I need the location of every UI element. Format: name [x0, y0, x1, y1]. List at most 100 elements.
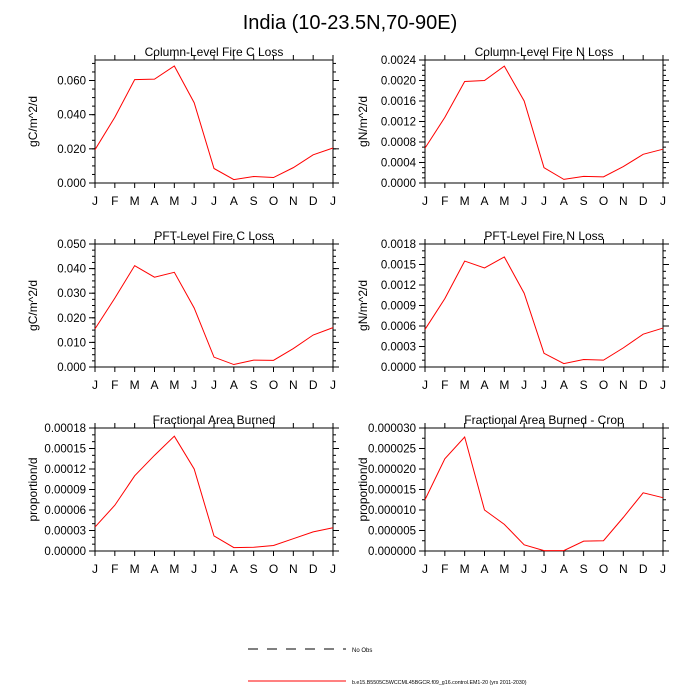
x-tick-label: A: [480, 378, 488, 392]
x-tick-label: M: [130, 562, 140, 576]
x-tick-label: O: [599, 378, 608, 392]
x-tick-label: A: [560, 378, 568, 392]
x-tick-label: J: [521, 378, 527, 392]
x-tick-label: D: [639, 194, 648, 208]
y-axis-label: gC/m^2/d: [26, 280, 40, 331]
x-tick-label: N: [289, 562, 298, 576]
x-tick-label: J: [422, 194, 428, 208]
chart-panel-1: Column-Level Fire C Loss gC/m^2/d 0.000 0.0…: [26, 45, 339, 208]
x-tick-label: O: [599, 194, 608, 208]
y-tick-label: 0.060: [57, 76, 86, 88]
x-tick-label: S: [580, 194, 588, 208]
x-tick-label: D: [309, 562, 318, 576]
y-tick-label: 0.0015: [381, 260, 416, 272]
x-tick-label: A: [560, 194, 568, 208]
y-tick-label: 0.040: [57, 110, 86, 122]
x-tick-label: J: [521, 562, 527, 576]
y-tick-label: 0.0024: [381, 55, 417, 67]
y-tick-label: 0.0000: [381, 178, 416, 190]
y-tick-label: 0.0003: [381, 342, 416, 354]
x-tick-label: A: [480, 562, 488, 576]
chart-title: Column-Level Fire N Loss: [475, 45, 614, 59]
y-tick-label: 0.000: [57, 178, 86, 190]
x-tick-label: J: [92, 378, 98, 392]
x-tick-label: A: [150, 378, 158, 392]
plot-frame: [94, 427, 334, 552]
x-tick-label: J: [191, 194, 197, 208]
x-tick-label: F: [441, 194, 448, 208]
y-tick-label: 0.00003: [44, 526, 86, 538]
x-tick-label: M: [130, 378, 140, 392]
x-tick-label: J: [330, 378, 336, 392]
x-tick-label: J: [330, 562, 336, 576]
chart-panel-5: Fractional Area Burned proportion/d 0.0000…: [26, 413, 339, 576]
y-tick-label: 0.00009: [44, 485, 86, 497]
x-tick-label: A: [230, 562, 238, 576]
y-tick-label: 0.000025: [368, 444, 416, 456]
y-tick-label: 0.0000: [381, 362, 416, 374]
y-axis-label: proportion/d: [356, 457, 370, 521]
y-tick-label: 0.000030: [368, 423, 416, 435]
x-tick-label: A: [230, 378, 238, 392]
x-tick-label: O: [269, 194, 278, 208]
x-tick-label: S: [580, 378, 588, 392]
plot-frame: [94, 243, 334, 368]
x-tick-label: J: [660, 194, 666, 208]
y-tick-label: 0.00015: [44, 444, 86, 456]
y-tick-label: 0.0016: [381, 96, 416, 108]
x-tick-label: A: [230, 194, 238, 208]
y-tick-label: 0.00006: [44, 505, 86, 517]
y-tick-label: 0.00000: [44, 546, 86, 558]
x-tick-label: A: [480, 194, 488, 208]
y-tick-label: 0.010: [57, 337, 86, 349]
y-tick-label: 0.020: [57, 313, 86, 325]
x-tick-label: S: [250, 562, 258, 576]
x-tick-label: J: [660, 378, 666, 392]
chart-panel-3: PFT-Level Fire C Loss gC/m^2/d 0.000 0.010 0…: [26, 229, 339, 392]
y-tick-label: 0.0020: [381, 76, 416, 88]
y-axis-label: gN/m^2/d: [356, 280, 370, 331]
y-axis-label: gN/m^2/d: [356, 96, 370, 147]
x-tick-label: J: [660, 562, 666, 576]
x-tick-label: D: [309, 378, 318, 392]
plot-frame: [424, 427, 664, 552]
x-tick-label: F: [441, 378, 448, 392]
x-tick-label: J: [422, 562, 428, 576]
x-tick-label: D: [309, 194, 318, 208]
x-tick-label: D: [639, 562, 648, 576]
x-tick-label: N: [289, 378, 298, 392]
x-tick-label: F: [111, 378, 118, 392]
y-tick-label: 0.0006: [381, 321, 416, 333]
x-tick-label: S: [250, 378, 258, 392]
x-tick-label: J: [191, 378, 197, 392]
x-tick-label: S: [250, 194, 258, 208]
series-line: [424, 256, 664, 365]
y-tick-label: 0.040: [57, 264, 86, 276]
y-tick-label: 0.0008: [381, 137, 416, 149]
x-tick-label: M: [130, 194, 140, 208]
x-tick-label: O: [599, 562, 608, 576]
x-tick-label: N: [619, 562, 628, 576]
y-tick-label: 0.0004: [381, 158, 417, 170]
y-tick-label: 0.000015: [368, 485, 416, 497]
chart-title: PFT-Level Fire N Loss: [484, 229, 603, 243]
x-tick-label: O: [269, 378, 278, 392]
x-tick-label: M: [460, 378, 470, 392]
x-tick-label: J: [330, 194, 336, 208]
x-tick-label: J: [211, 378, 217, 392]
x-tick-label: M: [499, 194, 509, 208]
plot-frame: [424, 243, 664, 368]
figure-title: India (10-23.5N,70-90E): [242, 12, 458, 34]
x-tick-label: F: [111, 194, 118, 208]
chart-title: PFT-Level Fire C Loss: [154, 229, 273, 243]
chart-panel-6: Fractional Area Burned - Cropproportion/…: [356, 413, 669, 576]
x-tick-label: J: [541, 562, 547, 576]
x-tick-label: M: [460, 562, 470, 576]
x-tick-label: A: [150, 562, 158, 576]
x-tick-label: J: [521, 194, 527, 208]
y-tick-label: 0.0012: [381, 280, 416, 292]
y-axis-label: gC/m^2/d: [26, 96, 40, 147]
x-tick-label: F: [441, 562, 448, 576]
x-tick-label: D: [639, 378, 648, 392]
chart-panel-4: PFT-Level Fire N Loss gN/m^2/d 0.0000 0.000…: [356, 229, 669, 392]
